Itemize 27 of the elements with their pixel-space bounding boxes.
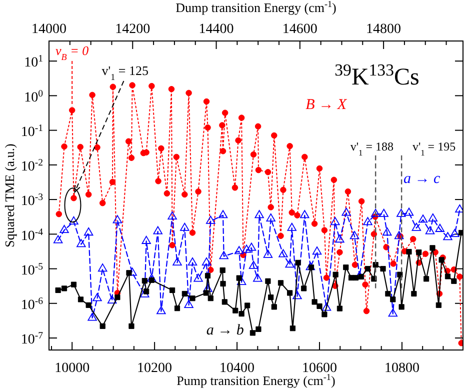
series-label: a → b <box>206 322 244 339</box>
y-tick-label: 10$^{-1}$ <box>20 122 44 140</box>
text: B → X <box>306 96 348 113</box>
annotation: v$_{B}$ = 0 <box>56 43 90 62</box>
x-tick-label: 10200 <box>137 360 172 376</box>
x-tick-label: 10800 <box>384 360 420 376</box>
annotation: $^{39}$K$^{133}$Cs <box>334 60 420 90</box>
y-tick-label: 10$^{-2}$ <box>20 157 44 175</box>
x-tick-label: 10000 <box>54 360 90 376</box>
x2-axis-title: Dump transition Energy (cm$^{-1}$) <box>176 0 336 15</box>
annotation: v'$_{1}$ = 188 <box>350 140 394 158</box>
y-tick-label: 10$^{-5}$ <box>20 260 44 278</box>
x2-tick-label: 14600 <box>282 22 318 37</box>
y-axis-title: Squared TME (a.u.) <box>2 144 17 248</box>
y-tick-label: 10$^{-3}$ <box>20 192 44 210</box>
y-tick-label: 10$^{-6}$ <box>20 295 44 313</box>
x2-tick-label: 14200 <box>115 22 150 37</box>
annotation: v'$_{1}$ = 125 <box>102 63 148 82</box>
x2-tick-label: 14400 <box>198 22 234 37</box>
series-label: a → c <box>404 171 441 188</box>
y-tick-label: 10$^{-7}$ <box>20 330 44 348</box>
x2-tick-label: 14800 <box>366 22 402 37</box>
y-tick-label: 10$^{-4}$ <box>20 226 44 244</box>
x2-tick-label: 14000 <box>32 22 66 37</box>
annotation: v'$_{1}$ = 195 <box>412 140 456 158</box>
y-tick-label: 10$^{1}$ <box>24 53 44 71</box>
y-tick-label: 10$^{0}$ <box>24 88 44 106</box>
